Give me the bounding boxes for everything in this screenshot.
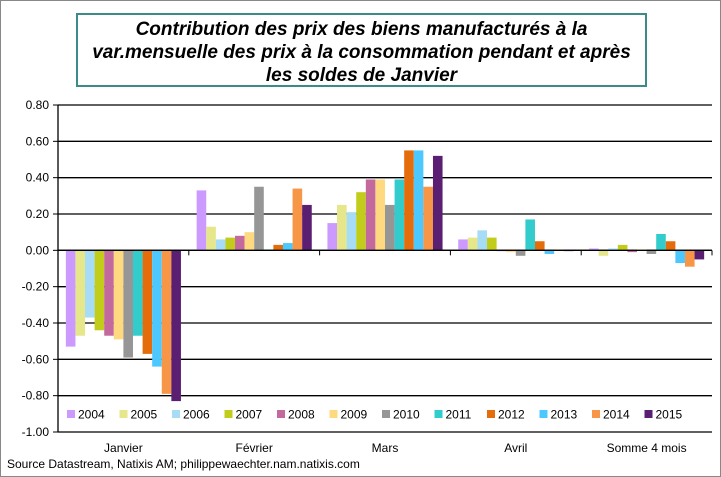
category-label: Avril: [504, 441, 527, 455]
bar-2014-4: [684, 250, 695, 267]
legend-label: 2011: [446, 408, 472, 422]
legend-label: 2015: [656, 408, 683, 422]
bar-2006-0: [85, 250, 95, 318]
bar-2013-3: [544, 250, 555, 254]
y-tick-label: -0.60: [22, 352, 50, 366]
legend-swatch-2014: [592, 410, 600, 418]
bar-2015-1: [302, 204, 312, 251]
category-label: Mars: [372, 441, 399, 455]
bar-2008-4: [627, 250, 638, 253]
bar-2012-0: [142, 250, 153, 354]
y-tick-label: 0.80: [26, 98, 50, 112]
legend-label: 2006: [183, 408, 210, 422]
bar-2005-0: [75, 250, 86, 336]
bar-2006-3: [477, 230, 488, 251]
legend-swatch-2007: [224, 410, 233, 418]
y-tick-label: -0.80: [22, 389, 50, 403]
bar-2009-3: [506, 250, 516, 253]
bar-2004-1: [196, 190, 207, 251]
legend-label: 2013: [551, 408, 578, 422]
bar-2012-3: [534, 241, 545, 251]
legend-swatch-2012: [487, 410, 495, 418]
bar-2015-4: [694, 250, 705, 260]
legend-swatch-2015: [644, 410, 653, 418]
bar-2005-1: [206, 226, 216, 251]
bar-2010-3: [515, 250, 526, 256]
legend-swatch-2011: [434, 410, 443, 418]
y-tick-label: -0.40: [22, 316, 50, 330]
legend-label: 2004: [78, 408, 105, 422]
bar-2004-2: [327, 223, 338, 251]
legend-label: 2007: [236, 408, 263, 422]
bar-2007-2: [356, 192, 366, 251]
y-tick-label: 0.00: [26, 243, 50, 257]
bar-2010-1: [254, 186, 264, 251]
bar-2012-1: [273, 244, 283, 251]
bar-2013-0: [152, 250, 162, 367]
category-label: Somme 4 mois: [607, 441, 687, 455]
bar-2006-2: [346, 212, 357, 251]
legend-label: 2009: [341, 408, 368, 422]
bar-2011-4: [656, 233, 666, 251]
bar-2012-2: [404, 150, 414, 251]
bar-2015-2: [432, 155, 443, 251]
legend-swatch-2008: [277, 410, 285, 418]
bar-2009-2: [375, 179, 385, 251]
legend-swatch-2009: [329, 410, 338, 418]
legend-swatch-2004: [67, 410, 75, 418]
bar-2011-3: [525, 219, 535, 251]
category-label: Février: [236, 441, 273, 455]
y-tick-label: -1.00: [22, 425, 50, 439]
legend-label: 2008: [288, 408, 315, 422]
bar-2010-0: [123, 250, 133, 358]
bar-2014-2: [423, 186, 433, 251]
bar-2012-4: [665, 241, 676, 251]
chart-title: Contribution des prix des biens manufact…: [76, 13, 647, 87]
bar-2009-1: [244, 232, 255, 251]
legend-swatch-2005: [119, 410, 128, 418]
legend-swatch-2010: [382, 410, 390, 418]
bar-2015-0: [171, 250, 181, 402]
bar-2013-2: [413, 150, 424, 251]
bar-2007-1: [225, 237, 236, 251]
bar-2011-0: [132, 250, 143, 336]
y-tick-label: 0.60: [26, 134, 50, 148]
bar-2006-4: [608, 248, 618, 251]
legend-label: 2014: [603, 408, 630, 422]
bar-2014-1: [292, 188, 303, 251]
bar-2007-0: [94, 250, 105, 331]
bar-2013-1: [282, 243, 293, 251]
bar-2011-2: [394, 179, 405, 251]
source-note: Source Datastream, Natixis AM; philippew…: [7, 457, 360, 471]
bar-2006-1: [215, 239, 226, 251]
bar-2008-2: [365, 179, 376, 251]
category-label: Janvier: [104, 441, 143, 455]
legend-swatch-2013: [539, 410, 548, 418]
bar-2005-3: [467, 237, 478, 251]
y-tick-label: -0.20: [22, 280, 50, 294]
bar-2010-2: [385, 204, 395, 251]
bar-2007-4: [617, 244, 628, 251]
legend-label: 2010: [393, 408, 420, 422]
bar-2007-3: [487, 237, 497, 251]
legend-label: 2012: [498, 408, 525, 422]
bar-2004-0: [65, 250, 76, 347]
bar-2004-4: [589, 248, 599, 251]
bar-2005-2: [337, 204, 347, 251]
bar-2004-3: [458, 239, 468, 251]
bar-2005-4: [598, 250, 609, 256]
legend-label: 2005: [131, 408, 158, 422]
y-tick-label: 0.40: [26, 171, 50, 185]
bar-2014-0: [161, 250, 172, 394]
bar-2008-0: [104, 250, 114, 336]
bar-2008-1: [235, 235, 245, 251]
y-tick-label: 0.20: [26, 207, 50, 221]
bar-2009-0: [113, 250, 124, 340]
bar-2010-4: [646, 250, 657, 254]
legend-swatch-2006: [172, 410, 180, 418]
bar-2013-4: [675, 250, 685, 264]
